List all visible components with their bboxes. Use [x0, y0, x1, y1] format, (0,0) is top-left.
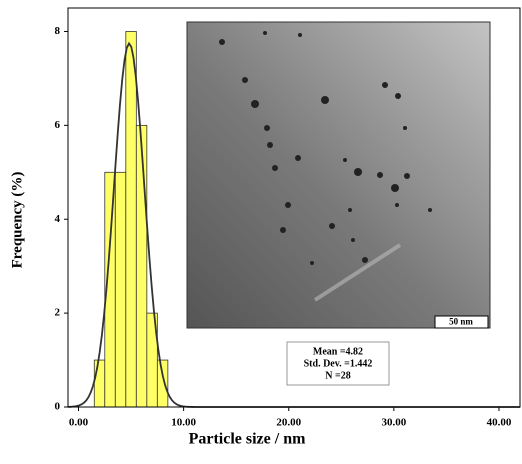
- stat-label: N =28: [325, 370, 350, 381]
- x-axis-label: Particle size / nm: [189, 431, 307, 448]
- bar: [156, 359, 169, 408]
- tem-image: [186, 21, 491, 329]
- y-tick-label: 8: [55, 25, 61, 37]
- x-tick-label: 40.00: [487, 417, 512, 429]
- y-axis-label: Frequency (%): [9, 172, 25, 269]
- x-tick-label: 0.00: [69, 417, 89, 429]
- x-tick-label: 30.00: [381, 417, 406, 429]
- y-tick-label: 6: [55, 119, 61, 131]
- tem-inset: 50 nm: [186, 21, 491, 329]
- stat-label: Std. Dev. =1.442: [304, 358, 373, 369]
- bar: [114, 171, 127, 408]
- bar: [125, 31, 137, 408]
- x-tick-label: 10.00: [171, 417, 196, 429]
- tem-streak: [313, 243, 402, 302]
- scale-bar-label: 50 nm: [449, 317, 473, 327]
- x-tick-label: 20.00: [276, 417, 301, 429]
- stat-label: Mean =4.82: [313, 346, 363, 357]
- y-tick-label: 4: [55, 213, 61, 225]
- bar: [135, 124, 148, 408]
- y-tick-label: 0: [55, 401, 61, 413]
- stats-box: [286, 341, 390, 386]
- tem-particles: [219, 31, 432, 265]
- y-tick-label: 2: [55, 307, 61, 319]
- bar: [93, 359, 106, 408]
- scale-bar-box: [434, 315, 489, 329]
